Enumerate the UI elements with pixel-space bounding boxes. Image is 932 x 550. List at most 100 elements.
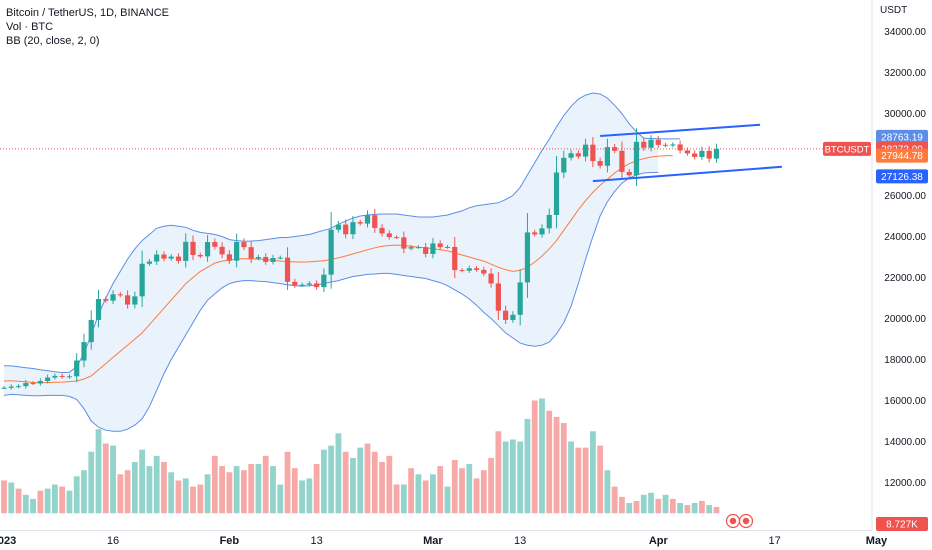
volume-bar [168,472,175,514]
x-tick-label: 16 [107,535,119,547]
volume-bar [88,451,95,514]
volume-bar [597,445,604,514]
y-tick-label: 24000.00 [884,232,926,243]
candle-body [641,141,647,148]
candle-body [583,144,589,157]
volume-bar [459,468,465,514]
volume-bar [59,486,66,514]
candle-body [117,294,123,296]
volume-bar [146,466,153,514]
volume-bar [248,464,255,514]
candle-body [197,254,203,257]
candle-body [234,242,240,261]
candle-body [684,150,690,154]
x-tick-label: 2023 [0,535,16,547]
volume-tag-text: 8.727K [886,520,918,531]
candle-body [146,261,152,264]
candle-body [190,241,196,255]
candle-body [59,375,65,377]
volume-bar [306,478,313,514]
candle-body [103,299,109,301]
candle-body [597,161,603,166]
volume-bar [350,457,356,514]
volume-bar [66,490,73,514]
volume-bar [408,468,415,514]
price-tag-lower_band [876,169,928,184]
candle-body [517,282,523,315]
candle-body [539,228,545,235]
candle-body [524,232,531,283]
candle-body [677,144,683,151]
candle-body [495,283,501,311]
price-tag-text: 27126.38 [881,172,923,183]
volume-bar [219,466,225,514]
volume-bar [30,498,36,514]
candle-body [15,386,22,388]
x-tick-label: Apr [649,535,669,547]
candle-body [306,283,312,285]
candle-body [8,386,14,388]
y-tick-label: 14000.00 [884,437,926,448]
volume-bar [197,484,204,514]
volume-bar [262,455,269,514]
volume-bar [320,449,327,514]
volume-bar [699,500,705,514]
y-tick-label: 22000.00 [884,273,926,284]
candle-body [168,256,174,259]
candle-body [575,153,581,157]
y-tick-label: 32000.00 [884,68,926,79]
candle-body [532,232,538,235]
candle-body [386,233,392,238]
bollinger-upper-line [3,92,681,374]
event-flag-dot [729,517,737,525]
volume-bar [211,455,218,514]
y-tick-label: 26000.00 [884,191,926,202]
volume-bar [313,464,320,514]
legend-title: Bitcoin / TetherUS, 1D, BINANCE [6,7,170,19]
volume-bar [706,505,713,514]
x-tick-label: 13 [310,535,322,547]
volume-bar [204,474,211,514]
candle-body [241,242,247,248]
candle-body [292,281,298,286]
volume-bar [546,410,553,514]
price-tag-basis [876,148,928,163]
x-tick-label: 17 [768,535,780,547]
volume-bar [633,500,640,514]
candle-body [95,299,102,320]
candle-body [81,342,87,361]
candle-body [430,243,436,254]
volume-bar [8,482,15,514]
volume-bar [51,484,58,514]
candle-body [132,296,138,305]
volume-bar [517,441,524,514]
price-tag-text: 27944.78 [881,151,923,162]
y-tick-label: 20000.00 [884,314,926,325]
legend-indicator: BB (20, close, 2, 0) [6,35,100,47]
candle-body [321,274,327,288]
candle-body [612,147,618,151]
price-tag-text: 28763.19 [881,132,923,143]
candle-body [670,144,676,146]
candle-body [503,310,509,320]
candle-body [263,257,269,262]
candle-body [604,147,611,166]
volume-bar [291,468,298,514]
volume-bar [669,498,676,514]
event-flag-dot [742,517,750,525]
candle-body [452,246,458,271]
candle-body [459,270,465,272]
volume-bar [190,486,196,514]
volume-bar [713,507,720,514]
candle-body [154,254,160,262]
volume-bar [335,433,342,514]
volume-bar [437,466,444,514]
volume-bar [277,484,284,514]
candle-body [699,150,705,157]
candle-body [357,222,363,224]
candle-body [655,139,661,145]
volume-bar [648,492,654,514]
candle-body [270,258,276,262]
